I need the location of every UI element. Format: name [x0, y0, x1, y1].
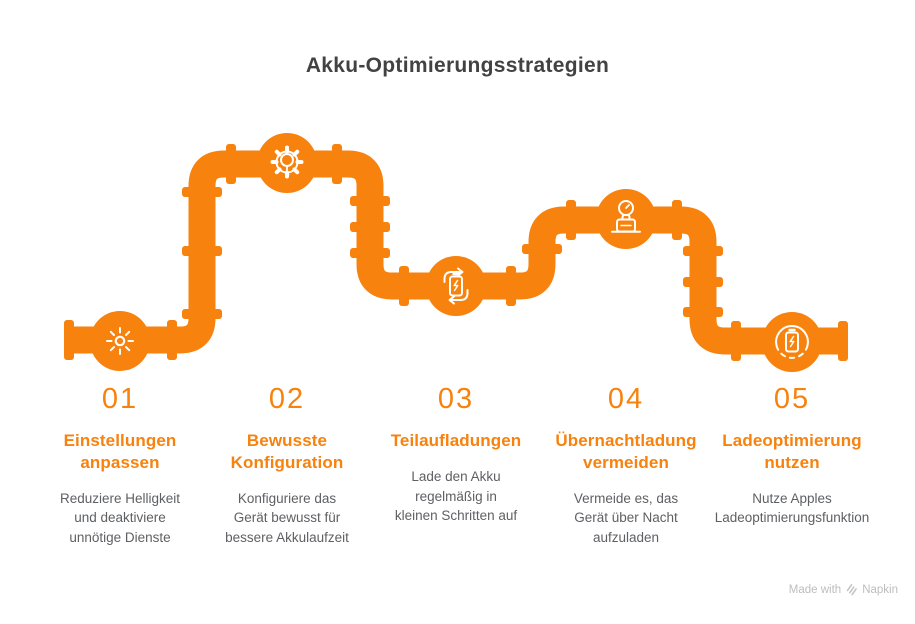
- step-node-4: [596, 189, 656, 249]
- page-title: Akku-Optimierungsstrategien: [305, 54, 610, 77]
- step-number: 02: [268, 383, 306, 415]
- step-number: 01: [101, 383, 139, 415]
- step-description: Vermeide es, das Gerät über Nacht aufzul…: [573, 490, 679, 545]
- step-number: 05: [773, 383, 811, 415]
- napkin-logo-icon: [846, 584, 858, 596]
- step-node-5: [762, 312, 822, 372]
- footer-credit: Made with Napkin: [789, 583, 898, 596]
- step-node-1: [90, 311, 150, 371]
- footer-brand: Napkin: [862, 583, 898, 596]
- step-title: Ladeoptimierung nutzen: [722, 431, 862, 473]
- battery-optimize-icon: [775, 325, 809, 359]
- step-column-1: 01 Einstellungen anpassen Reduziere Hell…: [30, 384, 210, 547]
- step-title: Bewusste Konfiguration: [230, 431, 344, 473]
- step-column-5: 05 Ladeoptimierung nutzen Nutze Apples L…: [690, 384, 894, 528]
- footer-made-with: Made with: [788, 583, 842, 596]
- pipe-flanges: [64, 144, 848, 361]
- step-node-3: [426, 256, 486, 316]
- step-description: Lade den Akku regelmäßig in kleinen Schr…: [394, 469, 518, 524]
- step-number: 03: [437, 383, 475, 415]
- step-title: Einstellungen anpassen: [63, 431, 177, 473]
- gear-idea-icon: [270, 145, 304, 179]
- step-number: 04: [607, 383, 645, 415]
- step-description: Nutze Apples Ladeoptimierungsfunktion: [714, 490, 870, 526]
- step-title: Übernachtladung vermeiden: [555, 431, 697, 473]
- step-node-2: [257, 133, 317, 193]
- battery-cycle-icon: [443, 267, 469, 305]
- brightness-icon: [106, 327, 134, 355]
- overnight-timer-icon: [611, 200, 641, 233]
- step-column-2: 02 Bewusste Konfiguration Konfiguriere d…: [197, 384, 377, 547]
- step-column-4: 04 Übernachtladung vermeiden Vermeide es…: [531, 384, 721, 547]
- step-description: Konfiguriere das Gerät bewusst für besse…: [225, 490, 349, 545]
- step-column-3: 03 Teilaufladungen Lade den Akku regelmä…: [361, 384, 551, 526]
- step-title: Teilaufladungen: [390, 431, 522, 451]
- step-description: Reduziere Helligkeit und deaktiviere unn…: [59, 490, 181, 545]
